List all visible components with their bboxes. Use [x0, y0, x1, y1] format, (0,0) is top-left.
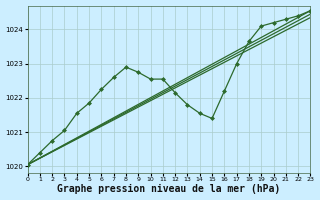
X-axis label: Graphe pression niveau de la mer (hPa): Graphe pression niveau de la mer (hPa)	[57, 184, 281, 194]
